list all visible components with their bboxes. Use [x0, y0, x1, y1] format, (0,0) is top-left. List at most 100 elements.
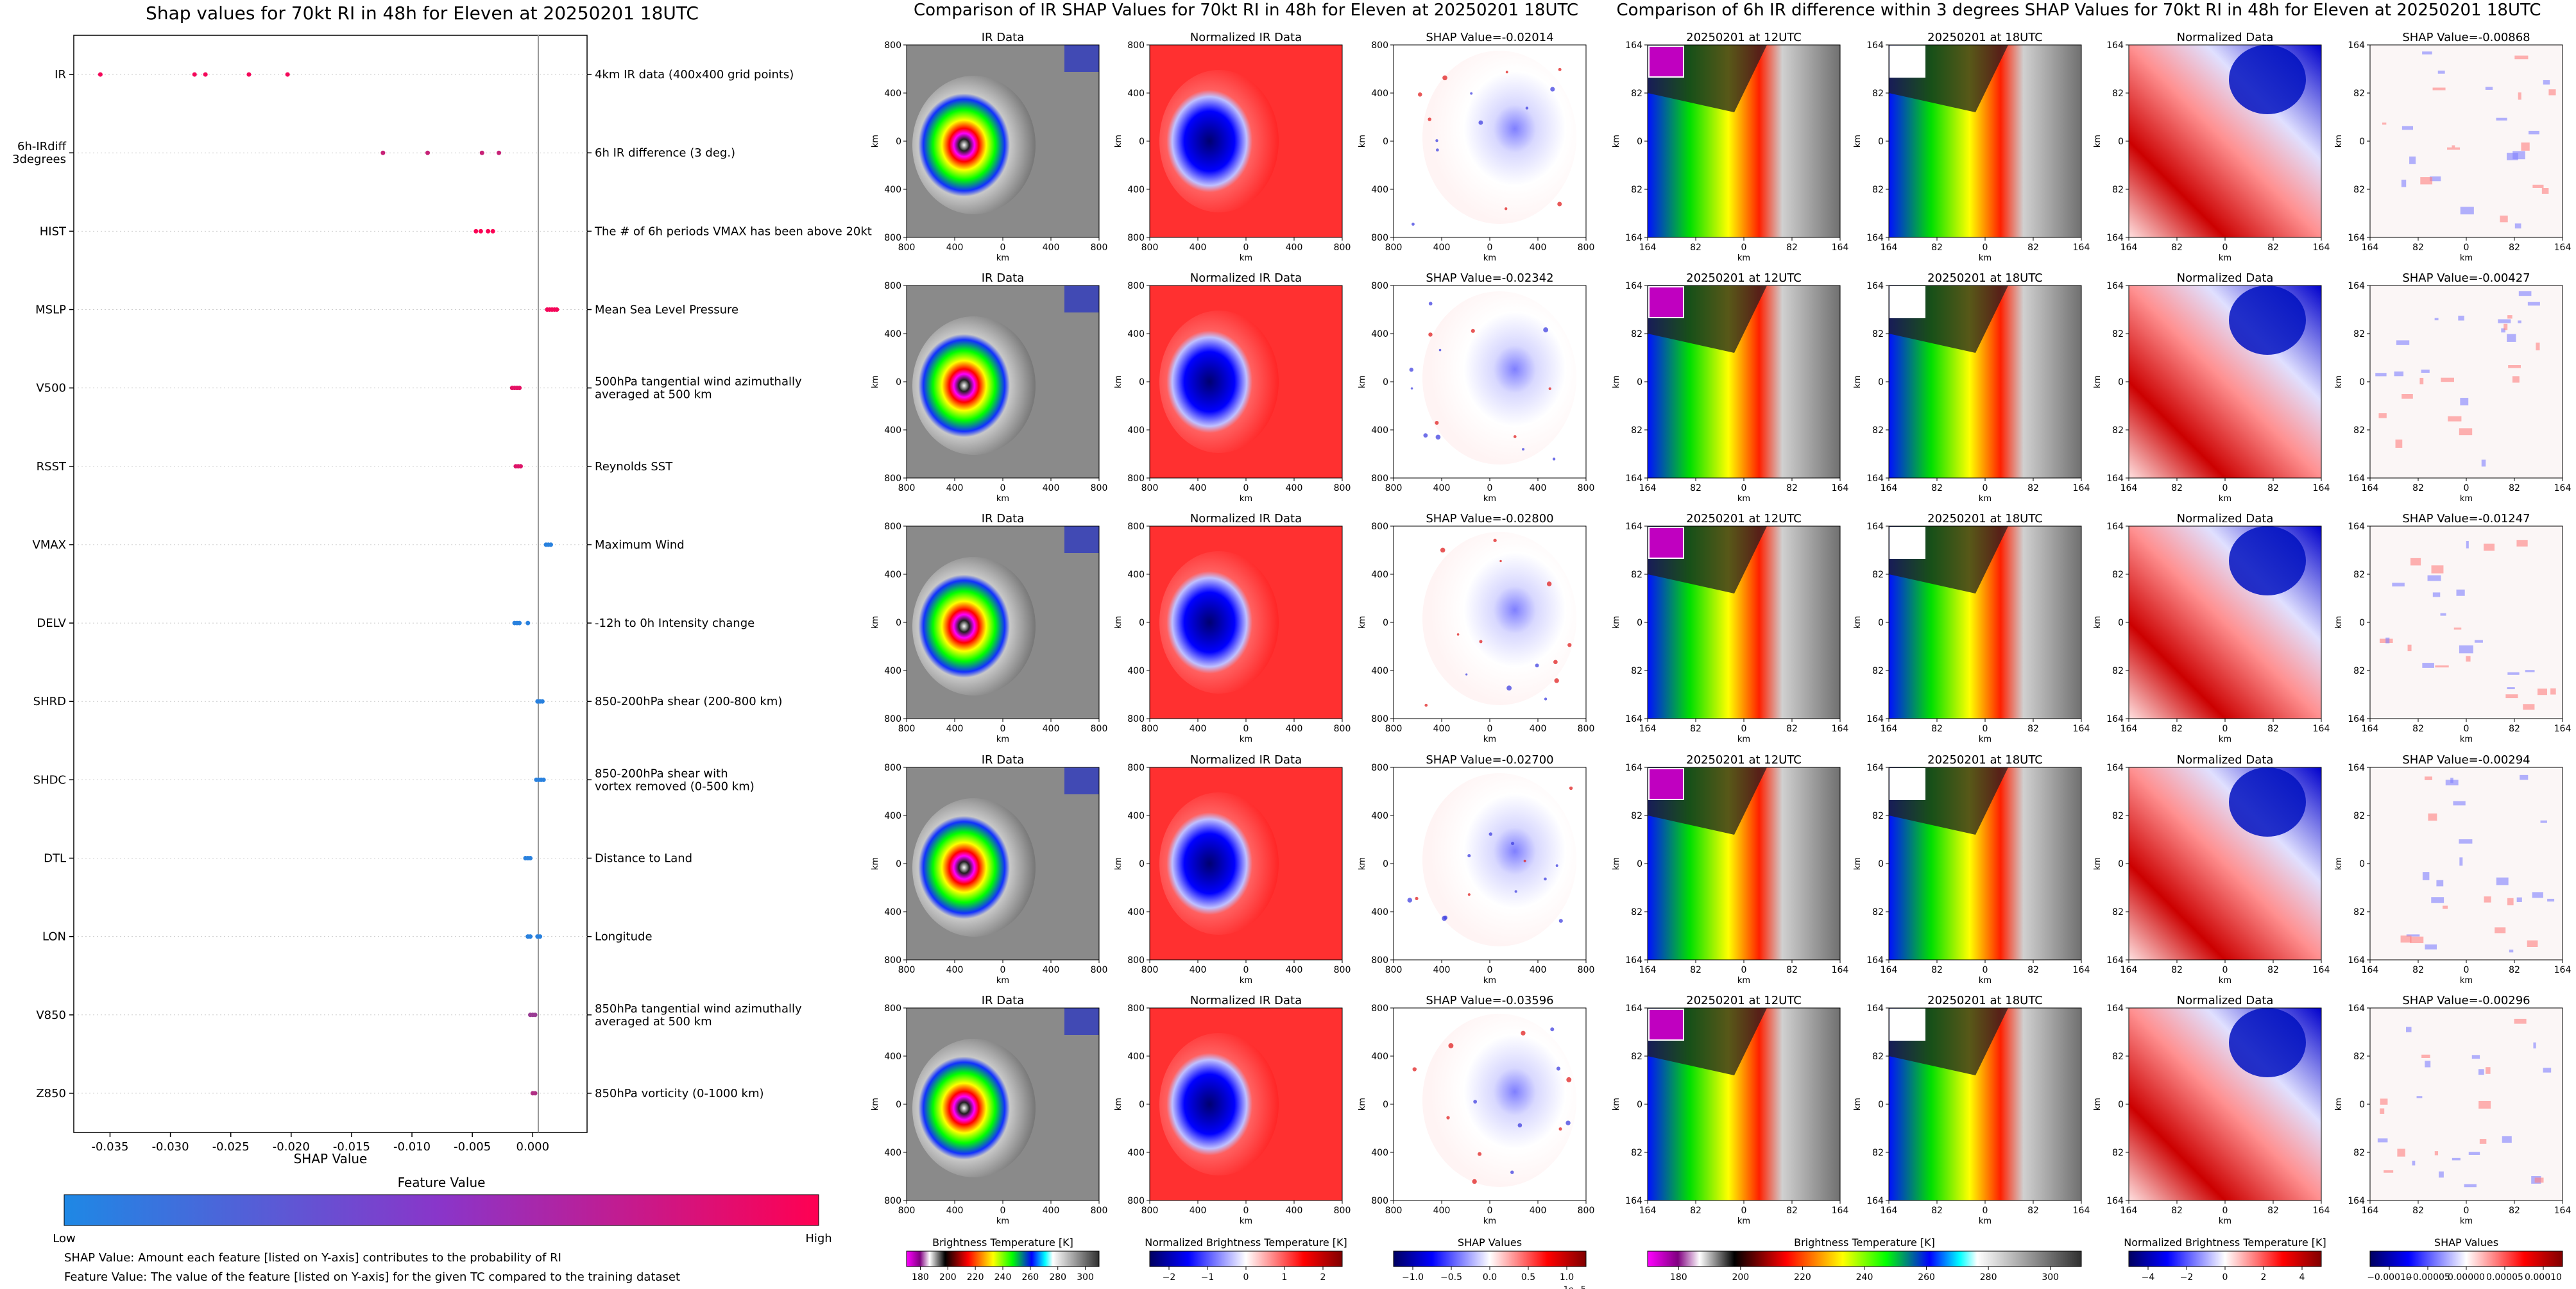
y-tick-label: 800 [884, 714, 901, 724]
shap-speck [2435, 665, 2449, 668]
x-tick-label: 400 [1190, 1206, 1207, 1216]
y-tick-label: 0 [1139, 377, 1145, 388]
x-tick-label: 164 [2120, 1206, 2138, 1216]
panel-title: 20250201 at 18UTC [1927, 512, 2043, 525]
cloud-patch [1064, 767, 1099, 794]
shap-speck [1505, 207, 1508, 210]
shap-speck [2394, 371, 2404, 377]
irdiff-panel: 20250201 at 18UTC1641648282008282164164k… [1853, 271, 2090, 504]
shap-point [541, 777, 546, 782]
shap-speck [2547, 898, 2555, 902]
y-tick-label: 164 [1625, 1003, 1642, 1014]
shap-speck [1510, 1170, 1514, 1174]
shap-point [473, 228, 479, 234]
x-tick-label: 400 [1286, 483, 1303, 493]
y-axis-label: km [1612, 616, 1621, 629]
shap-speck [2392, 583, 2405, 587]
y-axis-label: km [1853, 1098, 1863, 1111]
shap-speck [2505, 694, 2518, 699]
y-axis-label: km [1114, 375, 1123, 388]
panel-title: IR Data [982, 271, 1025, 285]
shap-speck [1428, 302, 1433, 306]
x-tick-label: -0.020 [273, 1140, 310, 1154]
x-tick-label: 0 [2222, 965, 2228, 975]
x-axis-label: km [2219, 253, 2231, 263]
irdiff-panel: Normalized Data1641648282008282164164kmk… [2093, 31, 2330, 263]
shap-speck [2508, 365, 2521, 368]
x-tick-label: 164 [2554, 243, 2572, 253]
shap-speck [1435, 420, 1439, 425]
shap-blob [1422, 532, 1576, 705]
shap-speck [1552, 457, 1556, 461]
y-tick-label: 164 [2348, 474, 2365, 484]
ir-panel: SHAP Value=-0.02800800800400400004004008… [1358, 512, 1594, 744]
y-axis-label: km [2334, 857, 2344, 870]
shap-speck [2518, 291, 2532, 296]
x-tick-label: 164 [2362, 243, 2379, 253]
shap-speck [2410, 936, 2424, 943]
panel-title: 20250201 at 18UTC [1927, 753, 2043, 767]
shap-speck [1443, 916, 1448, 920]
x-tick-label: 0 [1741, 1206, 1747, 1216]
feature-description: Reynolds SST [595, 460, 673, 474]
x-tick-label: 400 [1530, 1206, 1547, 1216]
irdiff-comparison-section: Comparison of 6h IR difference within 3 … [1612, 1, 2571, 1283]
panel-title: 20250201 at 12UTC [1686, 753, 1802, 767]
y-tick-label: 800 [1371, 474, 1388, 484]
colorbar-gradient [1393, 1251, 1587, 1267]
eyewall-patch [1889, 1009, 1925, 1041]
x-axis-label: km [2460, 1216, 2473, 1226]
note-feature-value: Feature Value: The value of the feature … [64, 1270, 680, 1284]
shap-speck [2532, 184, 2544, 188]
y-tick-label: 0 [1637, 1100, 1642, 1110]
ir-panel: Normalized IR Data8008004004000040040080… [1114, 31, 1351, 263]
y-tick-label: 0 [896, 618, 901, 628]
shap-speck [1513, 435, 1517, 438]
y-axis-label: km [871, 857, 880, 870]
shap-speck [2437, 71, 2445, 74]
x-axis-label: km [996, 253, 1009, 263]
y-tick-label: 82 [1872, 1052, 1884, 1062]
x-tick-label: 400 [1190, 965, 1207, 975]
x-tick-label: 164 [2073, 724, 2090, 734]
shap-speck [1448, 1043, 1454, 1048]
shap-speck [1556, 1066, 1561, 1071]
y-tick-label: 400 [1371, 185, 1388, 195]
shap-speck [1525, 107, 1529, 110]
shap-speck [2421, 370, 2430, 373]
x-tick-label: 0 [2464, 724, 2469, 734]
y-axis-label: km [2093, 135, 2103, 148]
shap-speck [2425, 944, 2437, 950]
x-tick-label: 0 [1983, 1206, 1988, 1216]
panel-title: IR Data [982, 31, 1025, 44]
y-tick-label: 0 [2118, 1100, 2124, 1110]
x-tick-label: 164 [1639, 483, 1657, 493]
x-tick-label: 164 [2313, 243, 2330, 253]
colorbar-tick-label: −4 [2142, 1272, 2155, 1283]
y-tick-label: 82 [2353, 811, 2365, 821]
x-tick-label: 0 [2464, 243, 2469, 253]
x-tick-label: 400 [946, 243, 964, 253]
y-tick-label: 164 [1866, 1196, 1884, 1206]
x-axis-label: km [1737, 976, 1750, 986]
x-tick-label: 164 [2073, 1206, 2090, 1216]
y-tick-label: 400 [1371, 570, 1388, 580]
panel-title: Normalized IR Data [1190, 512, 1302, 525]
feature-label: VMAX [33, 538, 67, 552]
shap-speck [2529, 130, 2539, 135]
shap-speck [2537, 688, 2547, 696]
y-tick-label: 0 [1139, 859, 1145, 869]
y-tick-label: 164 [2106, 474, 2124, 484]
shap-speck [2518, 92, 2521, 100]
x-tick-label: 164 [1832, 724, 1849, 734]
x-tick-label: 400 [1433, 724, 1451, 734]
y-tick-label: 164 [2106, 522, 2124, 532]
shap-speck [2401, 393, 2413, 399]
x-tick-label: 800 [1578, 1206, 1595, 1216]
shap-speck [2401, 180, 2407, 187]
x-tick-label: 400 [946, 1206, 964, 1216]
x-tick-label: 0 [1243, 1206, 1249, 1216]
x-tick-label: 400 [1043, 1206, 1060, 1216]
y-axis-label: km [2334, 1098, 2344, 1111]
y-axis-label: km [2334, 375, 2344, 388]
